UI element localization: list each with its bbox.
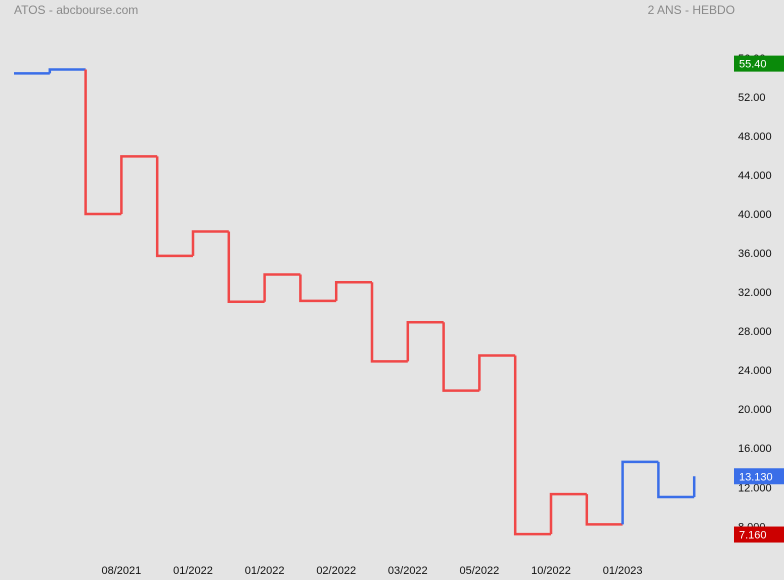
- x-tick-label: 10/2022: [531, 565, 571, 577]
- price-step-segment: [299, 274, 337, 303]
- x-axis: 08/2021 01/2022 01/2022 02/2022 03/2022 05/20…: [102, 565, 643, 577]
- y-tick-label: 52.00: [738, 92, 766, 104]
- price-step-segment: [227, 231, 265, 304]
- y-axis: 56.0052.0048.00044.00040.00036.00032.000…: [738, 53, 772, 534]
- price-step-segment: [334, 281, 372, 301]
- price-step-segment: [478, 354, 516, 391]
- high-price-badge-label: 55.40: [739, 59, 767, 71]
- low-price-badge-label: 7.160: [739, 530, 767, 542]
- price-step-segment: [513, 355, 551, 536]
- price-step-segment: [155, 156, 193, 258]
- price-step-segment: [442, 322, 480, 392]
- y-tick-label: 48.000: [738, 131, 772, 143]
- price-step-segment: [191, 230, 229, 256]
- price-step-segment: [585, 494, 623, 526]
- price-step-segment: [621, 460, 659, 525]
- x-tick-label: 03/2022: [388, 565, 428, 577]
- y-tick-label: 32.000: [738, 287, 772, 299]
- price-step-segment: [84, 69, 122, 216]
- y-tick-label: 28.000: [738, 326, 772, 338]
- last-price-badge-label: 13.130: [739, 471, 773, 483]
- price-step-segment: [263, 273, 301, 302]
- last-price-badge: [734, 468, 784, 485]
- x-tick-label: 05/2022: [460, 565, 500, 577]
- price-step-segment: [406, 321, 444, 362]
- y-tick-label: 24.000: [738, 365, 772, 377]
- price-step-segment: [549, 492, 587, 535]
- x-tick-label: 01/2022: [245, 565, 285, 577]
- y-tick-label: 36.000: [738, 248, 772, 260]
- y-tick-label: 16.000: [738, 443, 772, 455]
- x-tick-label: 01/2022: [173, 565, 213, 577]
- period-label: 2 ANS - HEBDO: [648, 3, 735, 17]
- price-series: [14, 68, 696, 536]
- chart-title: ATOS - abcbourse.com: [14, 3, 138, 17]
- price-badges: 55.40 13.130 7.160: [734, 55, 784, 543]
- low-price-badge: [734, 526, 784, 543]
- y-tick-label: 20.000: [738, 404, 772, 416]
- y-tick-label: 40.000: [738, 209, 772, 221]
- high-price-badge: [734, 55, 784, 72]
- x-tick-label: 01/2023: [603, 565, 643, 577]
- price-step-segment: [48, 68, 86, 74]
- y-tick-label: 12.000: [738, 482, 772, 494]
- x-tick-label: 08/2021: [102, 565, 142, 577]
- x-tick-label: 02/2022: [316, 565, 356, 577]
- y-tick-label: 44.000: [738, 170, 772, 182]
- price-step-segment: [120, 155, 158, 214]
- price-step-segment: [370, 282, 408, 363]
- price-step-segment: [657, 461, 695, 499]
